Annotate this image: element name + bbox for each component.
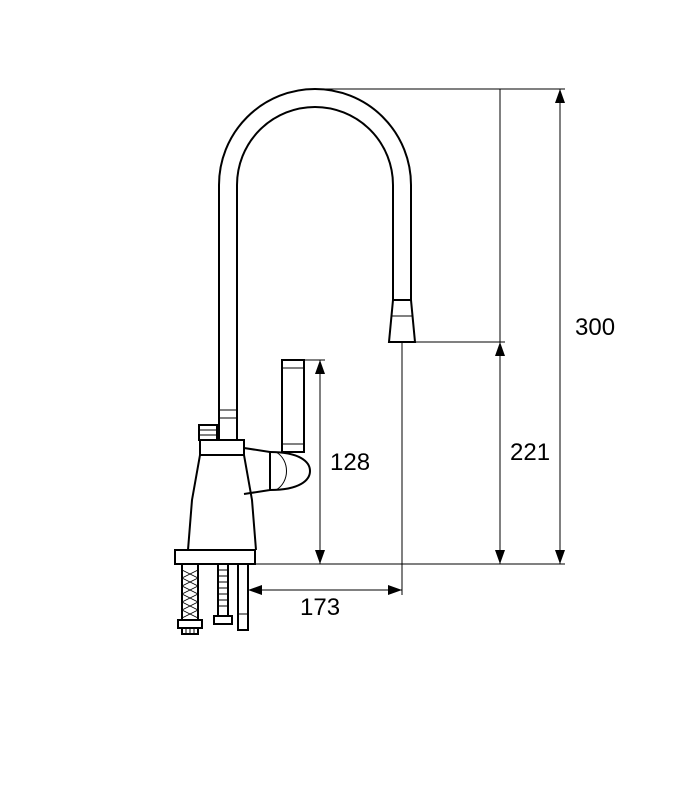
dim-173: 173 (300, 594, 340, 621)
dim-221: 221 (510, 439, 550, 466)
dim-128: 128 (330, 449, 370, 476)
faucet-diagram: 300 221 128 173 (0, 0, 700, 800)
faucet-body (175, 89, 415, 634)
dim-300: 300 (575, 314, 615, 341)
